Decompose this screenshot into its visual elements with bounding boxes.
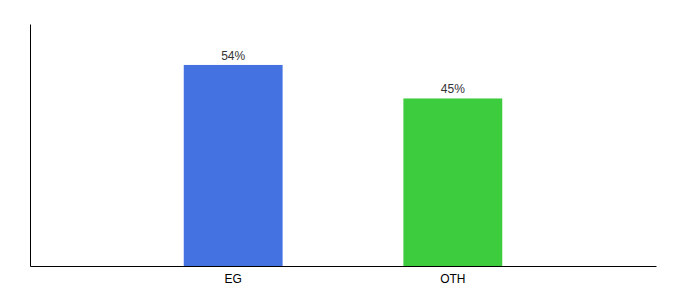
- x-tick-label: EG: [225, 272, 242, 286]
- x-tick: OTH: [440, 272, 465, 286]
- chart-svg: EG OTH 54% 45%: [0, 0, 680, 300]
- x-axis: EG OTH: [31, 267, 657, 286]
- bars: [184, 65, 502, 266]
- data-label: 54%: [221, 49, 245, 63]
- bar: [403, 98, 502, 266]
- data-label: 45%: [441, 82, 465, 96]
- plot-area: EG OTH 54% 45%: [31, 25, 657, 286]
- data-labels: 54% 45%: [221, 49, 465, 97]
- bar: [184, 65, 283, 266]
- chart-container: EG OTH 54% 45%: [0, 0, 680, 300]
- x-tick-label: OTH: [440, 272, 465, 286]
- x-axis-line: [31, 266, 657, 267]
- y-axis-line: [30, 25, 31, 267]
- x-tick: EG: [225, 272, 242, 286]
- y-axis: [30, 25, 31, 267]
